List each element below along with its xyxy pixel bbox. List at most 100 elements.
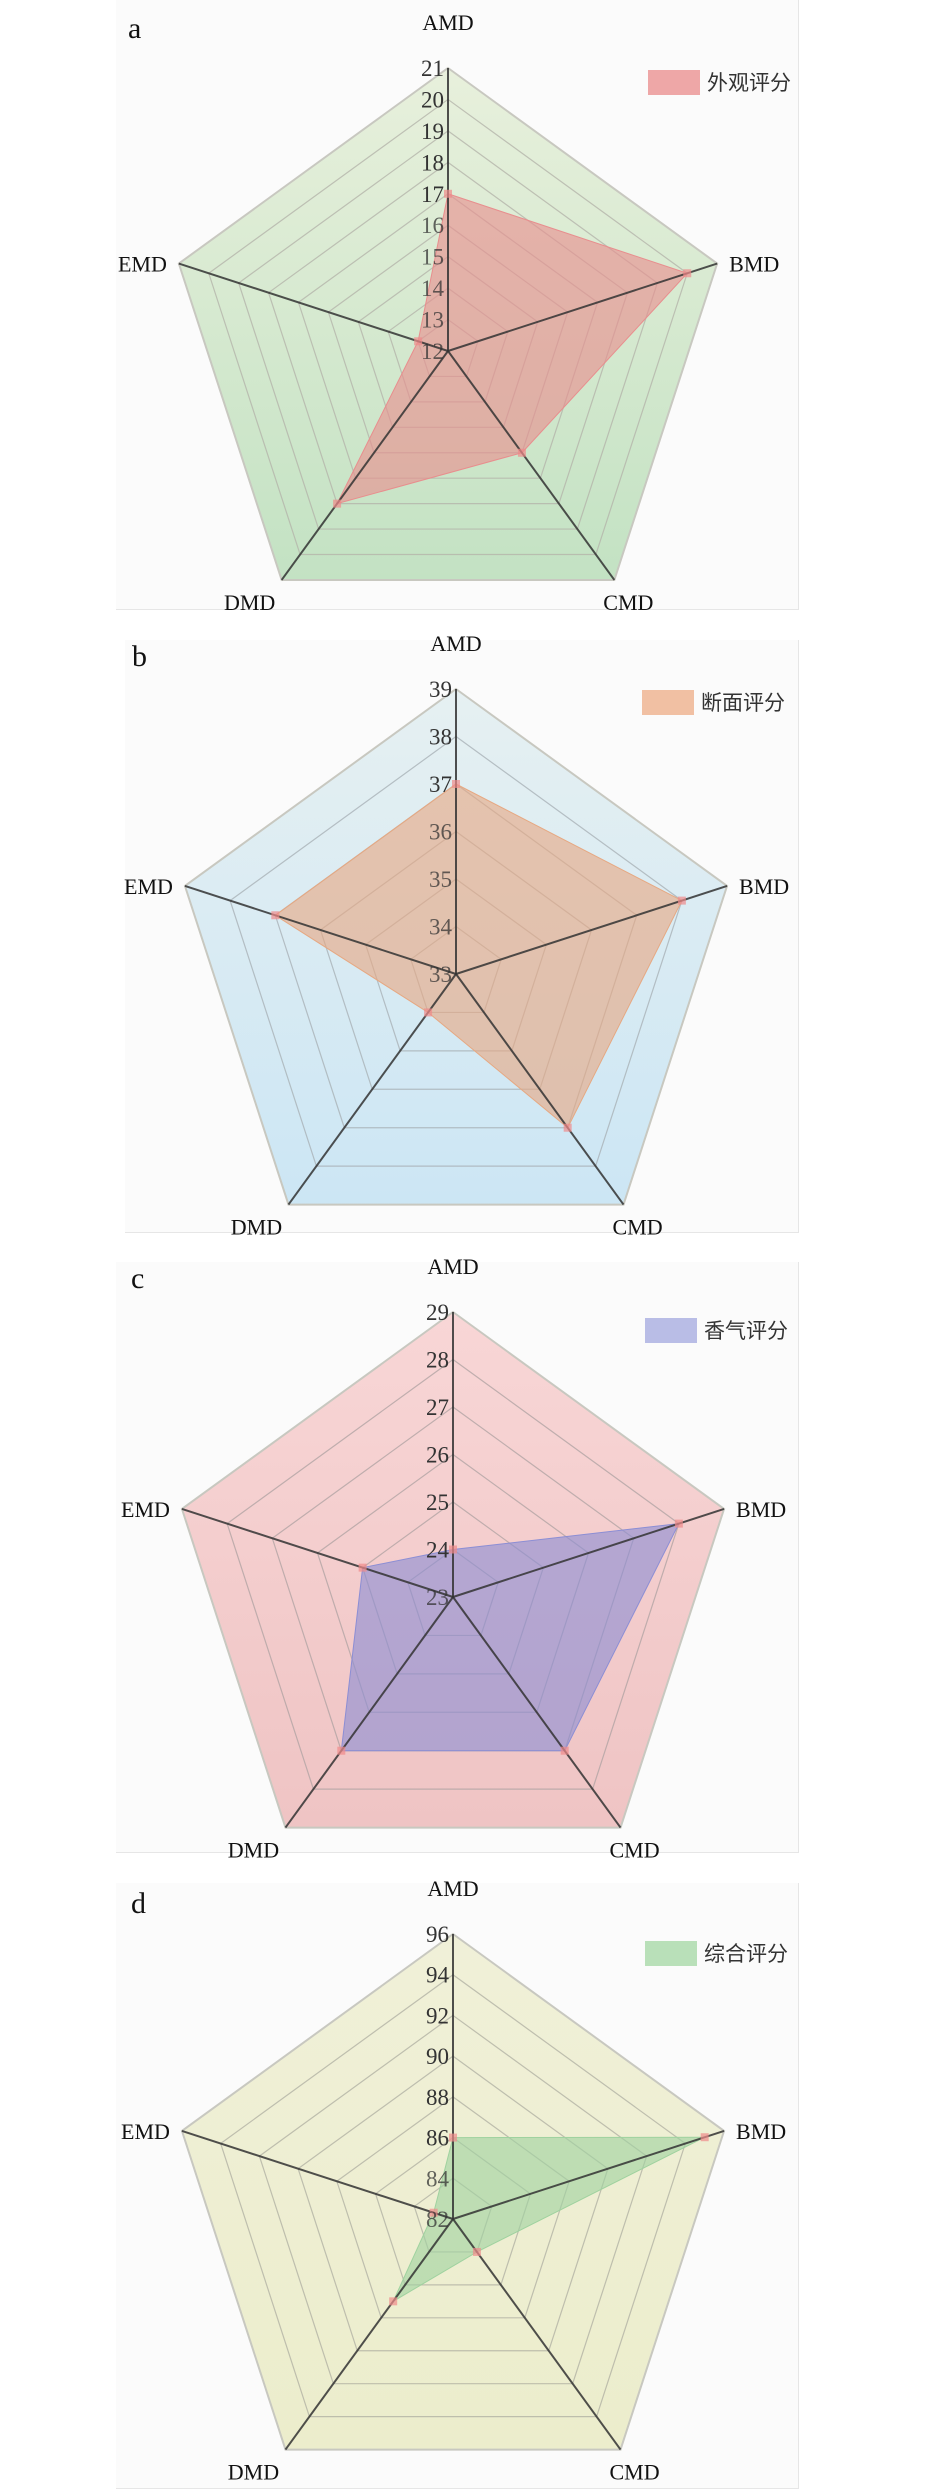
legend-label: 香气评分 (704, 1319, 788, 1343)
tick-label: 92 (426, 2003, 449, 2028)
data-point (452, 780, 460, 788)
axis-line-DMD (280, 350, 449, 581)
legend-a: 外观评分 (648, 67, 791, 97)
tick-label: 88 (426, 2085, 449, 2110)
data-point (449, 1545, 457, 1554)
tick-label: 17 (421, 182, 444, 207)
legend-label: 断面评分 (701, 691, 785, 715)
tick-label: 14 (421, 276, 445, 301)
panel-letter-b: b (132, 640, 147, 673)
data-point (429, 2208, 438, 2217)
tick-label: 15 (421, 245, 444, 270)
axis-line-CMD (455, 973, 625, 1206)
tick-label: 36 (429, 820, 452, 845)
data-point (449, 2133, 457, 2142)
axis-label-BMD: BMD (729, 252, 779, 277)
tick-label: 86 (426, 2126, 449, 2151)
axis-label-EMD: EMD (124, 874, 173, 899)
radar-chart-a: 12 13 14 15 16 17 18 19 20 21 AMD BMD CMD DMD EMD (118, 10, 779, 615)
axis-label-EMD: EMD (121, 2119, 170, 2144)
tick-label: 21 (421, 56, 444, 81)
data-point (414, 337, 423, 346)
panel-letter-a: a (128, 12, 142, 45)
axis-label-EMD: EMD (118, 252, 167, 277)
axis-label-BMD: BMD (736, 1497, 786, 1522)
axis-line-BMD (452, 2129, 725, 2220)
tick-label: 23 (426, 1585, 449, 1610)
tick-label: 20 (421, 87, 444, 112)
tick-label: 12 (421, 339, 444, 364)
grid-ring (229, 735, 683, 1167)
data-point (358, 1563, 367, 1572)
data-point (271, 911, 280, 920)
axis-label-CMD: CMD (609, 2460, 659, 2485)
axis-label-AMD: AMD (430, 631, 481, 656)
data-point (337, 1746, 346, 1755)
radar-chart-b: 33 34 35 36 37 38 39 AMD BMD CMD DMD EMD (124, 631, 789, 1240)
legend-label: 综合评分 (704, 1942, 788, 1966)
legend-swatch (642, 689, 694, 715)
tick-label: 37 (429, 772, 452, 797)
axis-label-DMD: DMD (228, 2460, 279, 2485)
axis-label-DMD: DMD (224, 590, 275, 615)
tick-label: 18 (421, 150, 444, 175)
axis-label-AMD: AMD (427, 1876, 478, 1901)
tick-label: 84 (426, 2166, 450, 2191)
axis-label-CMD: CMD (612, 1215, 662, 1240)
data-point (333, 499, 342, 508)
axis-line-EMD (184, 884, 457, 975)
axis-label-DMD: DMD (228, 1838, 279, 1863)
axis-line-EMD (181, 1507, 454, 1598)
radar-chart-d: 82 84 86 88 90 92 94 96 AMD BMD CMD DMD EMD (121, 1876, 786, 2485)
tick-label: 25 (426, 1490, 449, 1515)
data-point (560, 1746, 569, 1755)
tick-label: 27 (426, 1395, 449, 1420)
legend-c: 香气评分 (645, 1315, 788, 1345)
axis-line-BMD (447, 262, 718, 352)
tick-label: 94 (426, 1963, 450, 1988)
data-area-b (274, 783, 683, 1129)
axis-line-CMD (447, 350, 616, 581)
tick-label: 35 (429, 867, 452, 892)
data-area-c (340, 1523, 680, 1752)
axis-line-EMD (181, 2129, 454, 2220)
axis-line-CMD (452, 1596, 622, 1829)
data-point (700, 2133, 709, 2142)
data-point (444, 189, 452, 198)
tick-label: 38 (429, 725, 452, 750)
tick-label: 16 (421, 213, 444, 238)
legend-d: 综合评分 (645, 1938, 788, 1968)
legend-swatch (645, 1940, 697, 1966)
grid-ring (219, 1973, 687, 2418)
axis-line-EMD (178, 262, 449, 352)
tick-label: 29 (426, 1300, 449, 1325)
legend-label: 外观评分 (707, 71, 791, 95)
panel-letter-d: d (131, 1887, 146, 1920)
tick-label: 19 (421, 119, 444, 144)
data-point (517, 448, 526, 457)
legend-b: 断面评分 (642, 687, 785, 717)
axis-label-AMD: AMD (422, 10, 473, 35)
radar-chart-c: 23 24 25 26 27 28 29 AMD BMD CMD DMD EMD (121, 1254, 786, 1863)
grid-ring (226, 1358, 680, 1790)
axis-label-BMD: BMD (736, 2119, 786, 2144)
tick-label: 24 (426, 1538, 450, 1563)
axis-label-DMD: DMD (231, 1215, 282, 1240)
tick-label: 13 (421, 308, 444, 333)
data-point (674, 1519, 683, 1528)
legend-swatch (645, 1317, 697, 1343)
axis-label-CMD: CMD (603, 590, 653, 615)
tick-label: 96 (426, 1922, 449, 1947)
data-point (389, 2297, 398, 2306)
data-point (424, 1008, 433, 1017)
data-area-d (392, 2136, 705, 2303)
tick-label: 90 (426, 2044, 449, 2069)
tick-label: 39 (429, 677, 452, 702)
legend-swatch (648, 69, 700, 95)
tick-label: 34 (429, 915, 453, 940)
tick-label: 33 (429, 962, 452, 987)
panel-letter-c: c (131, 1262, 145, 1295)
data-point (472, 2247, 481, 2256)
data-area-a (336, 193, 689, 505)
axis-line-DMD (284, 2218, 454, 2451)
